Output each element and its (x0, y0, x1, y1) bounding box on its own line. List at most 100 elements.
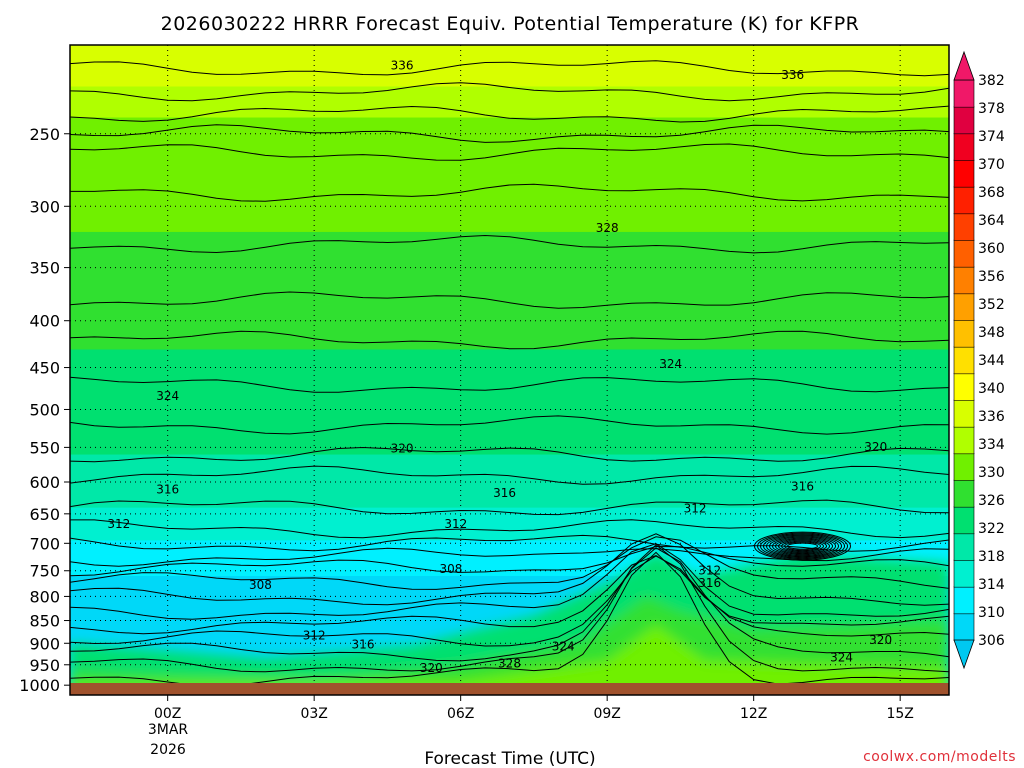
contour-line (70, 534, 949, 552)
colorbar-swatch (953, 506, 975, 535)
contour-line (70, 536, 949, 590)
contour-ellipse (769, 536, 836, 556)
contour-ellipse (754, 531, 851, 561)
colorbar-tick-label: 318 (978, 549, 1005, 565)
colorbar-swatch (953, 453, 975, 481)
colorbar-tick-label: 364 (978, 213, 1005, 229)
colorbar: 382 378 374 370 368 364 360 356 352 348 344 340 336 3… (953, 50, 1005, 670)
contour-label: 328 (596, 221, 619, 235)
contour-label: 312 (698, 564, 721, 578)
contour-line (70, 291, 949, 309)
contour-label: 316 (156, 483, 179, 497)
contour-ellipse (757, 532, 848, 560)
x-axis-title: Forecast Time (UTC) (424, 749, 595, 768)
colorbar-swatch (953, 479, 975, 508)
contour-label: 320 (869, 633, 892, 647)
y-tick-label: 450 (29, 359, 60, 378)
contour-label: 336 (391, 58, 414, 72)
x-tick-label: 00Z (154, 706, 181, 722)
contour-label: 324 (552, 639, 575, 653)
contour-label: 328 (498, 657, 521, 671)
x-axis: 00Z 03Z 06Z 09Z 12Z 15Z (154, 695, 914, 722)
contour-label: 312 (107, 517, 130, 531)
contour-line (70, 60, 949, 77)
contour-ellipse (781, 540, 824, 552)
colorbar-swatch (953, 426, 975, 455)
contour-line (70, 330, 949, 350)
contour-label: 316 (698, 576, 721, 590)
contour-line (70, 554, 949, 635)
x-tick-label: 12Z (740, 706, 767, 722)
plot-area (70, 45, 949, 695)
contour-line (70, 82, 949, 102)
x-date-label-year: 2026 (150, 742, 186, 758)
contour-label: 312 (303, 628, 326, 642)
colorbar-tick-label: 310 (978, 605, 1005, 621)
y-tick-label: 700 (29, 534, 60, 553)
contour-ellipse (766, 535, 839, 557)
contour-line (70, 544, 949, 673)
contour-label: 312 (684, 502, 707, 516)
colorbar-swatch (953, 213, 975, 241)
contour-ellipse (760, 533, 845, 559)
contour-label: 324 (830, 650, 853, 664)
colorbar-tick-label: 368 (978, 185, 1005, 201)
y-axis: 250 300 350 400 450 500 550 600 650 700 750 800 850 9… (19, 125, 70, 695)
colorbar-swatch (953, 133, 975, 161)
x-tick-label: 09Z (593, 706, 620, 722)
y-tick-label: 400 (29, 312, 60, 331)
y-tick-label: 950 (29, 656, 60, 675)
colorbar-swatch (953, 79, 975, 108)
y-tick-label: 500 (29, 400, 60, 419)
fill-band (70, 86, 949, 119)
y-tick-label: 750 (29, 562, 60, 581)
colorbar-swatch (953, 293, 975, 321)
plot-frame (69, 44, 950, 696)
colorbar-tick-label: 378 (978, 101, 1005, 117)
chart-title: 2026030222 HRRR Forecast Equiv. Potentia… (161, 13, 860, 35)
x-tick-label: 06Z (447, 706, 474, 722)
y-tick-label: 800 (29, 587, 60, 606)
colorbar-swatch (953, 613, 975, 641)
contour-line (70, 183, 949, 202)
contour-line (70, 446, 949, 463)
colorbar-swatch (953, 559, 975, 588)
colorbar-tick-label: 330 (978, 465, 1005, 481)
x-tick-label: 15Z (886, 706, 913, 722)
contour-line (70, 105, 949, 123)
fill-band (70, 349, 949, 456)
y-tick-label: 850 (29, 612, 60, 631)
y-tick-label: 1000 (19, 676, 60, 695)
colorbar-tick-label: 326 (978, 493, 1005, 509)
colorbar-swatch (953, 319, 975, 348)
y-tick-label: 900 (29, 634, 60, 653)
contour-line (70, 519, 949, 539)
colorbar-tick-label: 340 (978, 381, 1005, 397)
contour-label: 324 (659, 357, 682, 371)
fill-band (70, 117, 949, 233)
contour-line (70, 543, 949, 620)
y-tick-label: 250 (29, 125, 60, 144)
contour-label: 336 (781, 68, 804, 82)
contour-line (70, 555, 949, 647)
contour-label: 308 (249, 578, 272, 592)
colorbar-swatch (953, 533, 975, 561)
colorbar-tick-label: 360 (978, 241, 1005, 257)
contour-line (70, 545, 949, 577)
y-tick-label: 650 (29, 505, 60, 524)
colorbar-swatch (953, 106, 975, 135)
credit-link[interactable]: coolwx.com/modelts (863, 749, 1016, 765)
grid-lines (70, 45, 949, 695)
colorbar-tick-label: 336 (978, 409, 1005, 425)
contour-line (70, 547, 949, 662)
contour-line (70, 376, 949, 393)
contour-label: 316 (493, 486, 516, 500)
warm-surface (70, 625, 949, 695)
contour-line (70, 499, 949, 516)
contour-label: 324 (156, 389, 179, 403)
contour-ellipse (775, 538, 830, 554)
low-level-features (70, 551, 949, 695)
colorbar-extend-bottom (953, 639, 975, 670)
